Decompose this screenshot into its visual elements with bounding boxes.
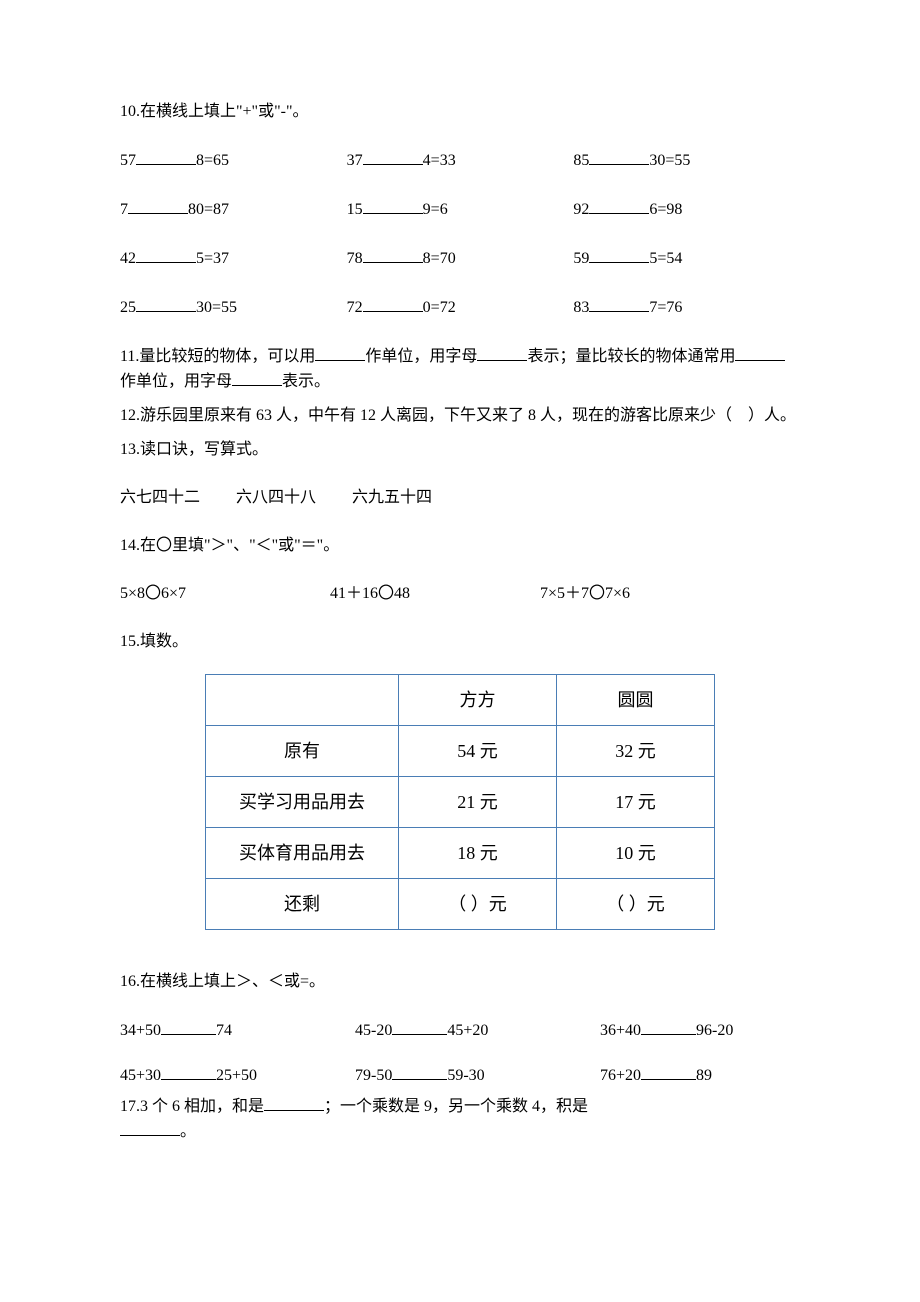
table-row: 方方圆圆 bbox=[206, 675, 715, 726]
q17-text: 17.3 个 6 相加，和是；一个乘数是 9，另一个乘数 4，积是 。 bbox=[120, 1094, 800, 1144]
q16-cell: 79-5059-30 bbox=[355, 1063, 600, 1088]
table-row: 买体育用品用去18 元10 元 bbox=[206, 828, 715, 879]
q15-cell: 买学习用品用去 bbox=[206, 777, 399, 828]
q15-cell: （ ）元 bbox=[399, 879, 557, 930]
q10-cell: 578=65 bbox=[120, 148, 347, 173]
q15-cell: 18 元 bbox=[399, 828, 557, 879]
fill-blank[interactable] bbox=[136, 148, 196, 165]
fill-blank[interactable] bbox=[315, 344, 365, 361]
fill-blank[interactable] bbox=[161, 1063, 216, 1080]
q13-item: 六九五十四 bbox=[352, 486, 432, 510]
fill-blank[interactable] bbox=[589, 295, 649, 312]
q15-table: 方方圆圆原有54 元32 元买学习用品用去21 元17 元买体育用品用去18 元… bbox=[205, 674, 715, 930]
q15-cell: 10 元 bbox=[557, 828, 715, 879]
q16-cell: 76+2089 bbox=[600, 1063, 800, 1088]
fill-blank[interactable] bbox=[136, 295, 196, 312]
q10-cell: 159=6 bbox=[347, 197, 574, 222]
q14-item: 41＋16〇48 bbox=[330, 582, 540, 606]
fill-blank[interactable] bbox=[363, 148, 423, 165]
q12-text: 12.游乐园里原来有 63 人，中午有 12 人离园，下午又来了 8 人，现在的… bbox=[120, 404, 800, 428]
fill-blank[interactable] bbox=[641, 1063, 696, 1080]
fill-blank[interactable] bbox=[128, 197, 188, 214]
fill-blank[interactable] bbox=[589, 197, 649, 214]
fill-blank[interactable] bbox=[232, 369, 282, 386]
q11-text: 11.量比较短的物体，可以用作单位，用字母表示；量比较长的物体通常用作单位，用字… bbox=[120, 344, 800, 394]
q15-cell: 54 元 bbox=[399, 726, 557, 777]
q10-cell: 926=98 bbox=[573, 197, 800, 222]
fill-blank[interactable] bbox=[120, 1119, 180, 1136]
fill-blank[interactable] bbox=[735, 344, 785, 361]
q15-header-cell: 方方 bbox=[399, 675, 557, 726]
fill-blank[interactable] bbox=[264, 1094, 324, 1111]
q16-prompt: 16.在横线上填上＞、＜或=。 bbox=[120, 970, 800, 994]
fill-blank[interactable] bbox=[641, 1018, 696, 1035]
q13-prompt: 13.读口诀，写算式。 bbox=[120, 438, 800, 462]
q10-grid: 578=65 374=33 8530=55 780=87 159=6 926=9… bbox=[120, 148, 800, 320]
q10-cell: 837=76 bbox=[573, 295, 800, 320]
fill-blank[interactable] bbox=[363, 197, 423, 214]
q10-row: 2530=55 720=72 837=76 bbox=[120, 295, 800, 320]
q13-item: 六七四十二 bbox=[120, 486, 200, 510]
q10-cell: 720=72 bbox=[347, 295, 574, 320]
q14-item: 7×5＋7〇7×6 bbox=[540, 582, 800, 606]
q10-cell: 595=54 bbox=[573, 246, 800, 271]
fill-blank[interactable] bbox=[589, 148, 649, 165]
fill-blank[interactable] bbox=[161, 1018, 216, 1035]
page: 10.在横线上填上"+"或"-"。 578=65 374=33 8530=55 … bbox=[0, 0, 920, 1302]
q16-row: 45+3025+50 79-5059-30 76+2089 bbox=[120, 1063, 800, 1088]
q10-row: 425=37 788=70 595=54 bbox=[120, 246, 800, 271]
q14-items: 5×8〇6×7 41＋16〇48 7×5＋7〇7×6 bbox=[120, 582, 800, 606]
q16-cell: 45+3025+50 bbox=[120, 1063, 355, 1088]
q15-prompt: 15.填数。 bbox=[120, 630, 800, 654]
fill-blank[interactable] bbox=[392, 1018, 447, 1035]
q15-cell: 原有 bbox=[206, 726, 399, 777]
fill-blank[interactable] bbox=[363, 246, 423, 263]
fill-blank[interactable] bbox=[392, 1063, 447, 1080]
table-row: 原有54 元32 元 bbox=[206, 726, 715, 777]
q16-row: 34+5074 45-2045+20 36+4096-20 bbox=[120, 1018, 800, 1043]
q15-header-cell: 圆圆 bbox=[557, 675, 715, 726]
q15-cell: 17 元 bbox=[557, 777, 715, 828]
fill-blank[interactable] bbox=[136, 246, 196, 263]
q10-cell: 8530=55 bbox=[573, 148, 800, 173]
q10-cell: 425=37 bbox=[120, 246, 347, 271]
q15-header-cell bbox=[206, 675, 399, 726]
q14-item: 5×8〇6×7 bbox=[120, 582, 330, 606]
q16-cell: 36+4096-20 bbox=[600, 1018, 800, 1043]
fill-blank[interactable] bbox=[732, 407, 748, 424]
fill-blank[interactable] bbox=[363, 295, 423, 312]
q13-item: 六八四十八 bbox=[236, 486, 316, 510]
q10-cell: 788=70 bbox=[347, 246, 574, 271]
q10-row: 578=65 374=33 8530=55 bbox=[120, 148, 800, 173]
q10-cell: 2530=55 bbox=[120, 295, 347, 320]
q16-cell: 34+5074 bbox=[120, 1018, 355, 1043]
q16-cell: 45-2045+20 bbox=[355, 1018, 600, 1043]
fill-blank[interactable] bbox=[477, 344, 527, 361]
q15-cell: （ ）元 bbox=[557, 879, 715, 930]
q15-cell: 32 元 bbox=[557, 726, 715, 777]
q10-row: 780=87 159=6 926=98 bbox=[120, 197, 800, 222]
q10-prompt: 10.在横线上填上"+"或"-"。 bbox=[120, 100, 800, 124]
q10-cell: 780=87 bbox=[120, 197, 347, 222]
fill-blank[interactable] bbox=[589, 246, 649, 263]
q15-cell: 21 元 bbox=[399, 777, 557, 828]
table-row: 还剩（ ）元（ ）元 bbox=[206, 879, 715, 930]
q14-prompt: 14.在〇里填"＞"、"＜"或"＝"。 bbox=[120, 534, 800, 558]
q10-cell: 374=33 bbox=[347, 148, 574, 173]
q15-cell: 买体育用品用去 bbox=[206, 828, 399, 879]
table-row: 买学习用品用去21 元17 元 bbox=[206, 777, 715, 828]
q15-cell: 还剩 bbox=[206, 879, 399, 930]
q13-items: 六七四十二 六八四十八 六九五十四 bbox=[120, 486, 800, 510]
